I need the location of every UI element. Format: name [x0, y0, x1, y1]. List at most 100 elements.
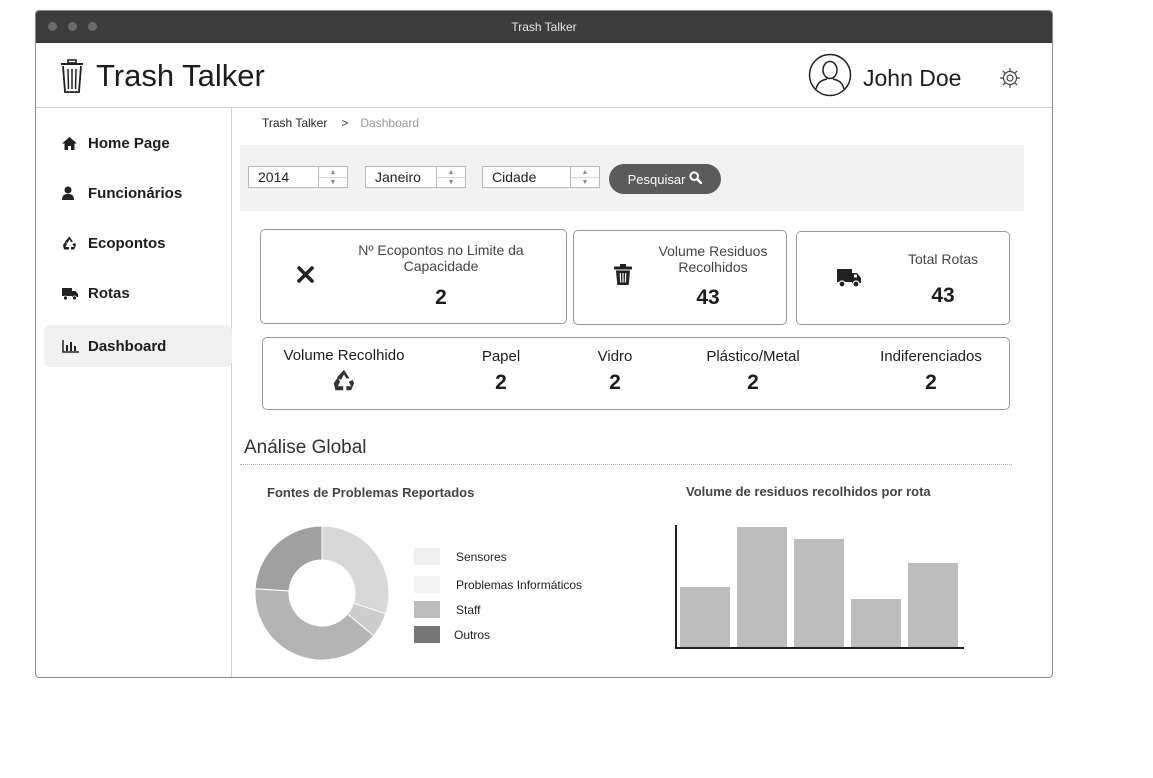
sidebar-item-home[interactable]: Home Page [44, 122, 232, 164]
legend-swatch [414, 601, 440, 618]
waste-indiferenciados: Indiferenciados 2 [861, 348, 1001, 395]
search-icon [689, 171, 703, 187]
gear-icon[interactable] [999, 67, 1021, 94]
user-icon [62, 186, 82, 200]
sidebar-item-funcionarios[interactable]: Funcionários [44, 172, 232, 214]
bar-chart-title: Volume de residuos recolhidos por rota [686, 484, 931, 499]
card-label: Total Rotas [907, 251, 979, 267]
legend-item-problemas-informaticos: Problemas Informáticos [414, 576, 582, 593]
breadcrumb-home[interactable]: Trash Talker [262, 116, 328, 130]
year-up-button[interactable]: ▲ [319, 167, 347, 178]
city-down-button[interactable]: ▼ [581, 178, 589, 186]
waste-vidro: Vidro 2 [565, 348, 665, 395]
recycle-icon [267, 369, 421, 396]
bar-1 [680, 587, 730, 647]
legend-swatch [414, 626, 440, 643]
card-ecopontos-capacity: Nº Ecopontos no Limite da Capacidade 2 [260, 229, 567, 324]
section-divider [240, 464, 1012, 465]
pie-chart-title: Fontes de Problemas Reportados [267, 485, 475, 500]
sidebar-item-dashboard[interactable]: Dashboard [44, 325, 232, 367]
city-up-button[interactable]: ▲ [571, 167, 599, 178]
legend-label: Outros [454, 627, 491, 642]
waste-value: 2 [747, 371, 759, 394]
sidebar-item-rotas[interactable]: Rotas [44, 272, 232, 314]
waste-label: Papel [481, 348, 521, 365]
legend-item-outros: Outros [414, 626, 490, 643]
title-bar: Trash Talker [36, 11, 1052, 43]
close-window-dot[interactable] [48, 22, 57, 31]
sidebar-item-label: Rotas [88, 284, 130, 302]
legend-item-sensores: Sensores [414, 548, 507, 565]
legend-label: Staff [456, 602, 481, 617]
waste-title: Volume Recolhido [283, 347, 405, 364]
month-stepper[interactable]: Janeiro ▲ ▼ [365, 166, 466, 188]
truck-icon [837, 268, 861, 293]
bar-2 [737, 527, 787, 647]
waste-label: Plástico/Metal [706, 348, 800, 365]
card-value: 43 [931, 284, 955, 307]
waste-label: Indiferenciados [880, 348, 982, 365]
waste-plastico-metal: Plástico/Metal 2 [683, 348, 823, 395]
waste-breakdown-card: Volume Recolhido Papel 2 Vidro 2 Plástic… [262, 337, 1010, 410]
legend-label: Problemas Informáticos [456, 577, 583, 592]
city-stepper[interactable]: Cidade ▲ ▼ [482, 166, 600, 188]
sidebar-item-label: Funcionários [88, 184, 183, 202]
recycle-icon [62, 236, 82, 250]
card-value: 2 [435, 286, 447, 309]
filter-bar: 2014 ▲ ▼ Janeiro ▲ ▼ Cidade ▲ ▼ Pesquisar [240, 145, 1024, 211]
minimize-window-dot[interactable] [68, 22, 77, 31]
pie-chart [254, 525, 390, 661]
app-header: Trash Talker John Doe [36, 43, 1052, 108]
trash-icon [60, 59, 84, 98]
sidebar-item-label: Dashboard [88, 337, 167, 355]
waste-label: Vidro [597, 348, 633, 365]
waste-papel: Papel 2 [451, 348, 551, 395]
card-label: Nº Ecopontos no Limite da Capacidade [358, 242, 524, 274]
waste-value: 2 [925, 371, 937, 394]
waste-title-column: Volume Recolhido [267, 347, 421, 396]
year-value: 2014 [258, 169, 290, 185]
legend-swatch [414, 548, 440, 565]
window-title: Trash Talker [511, 20, 577, 34]
bar-3 [794, 539, 844, 647]
trash-icon [614, 264, 632, 290]
legend-label: Sensores [456, 549, 507, 564]
user-name[interactable]: John Doe [863, 65, 962, 91]
app-name[interactable]: Trash Talker [96, 58, 265, 93]
pie-slice-staff [254, 588, 375, 661]
avatar[interactable] [808, 53, 852, 102]
legend-swatch [414, 576, 440, 593]
breadcrumb-separator: > [341, 116, 349, 130]
month-value: Janeiro [375, 169, 421, 185]
bar-chart [675, 525, 964, 649]
card-total-rotas: Total Rotas 43 [796, 231, 1010, 325]
month-down-button[interactable]: ▼ [447, 178, 455, 186]
maximize-window-dot[interactable] [88, 22, 97, 31]
sidebar-item-label: Home Page [88, 134, 170, 152]
bar-chart-icon [62, 339, 82, 353]
waste-value: 2 [609, 371, 621, 394]
legend-item-staff: Staff [414, 601, 480, 618]
pie-slice-outros [254, 525, 323, 592]
sidebar-item-label: Ecopontos [88, 234, 166, 252]
bar-4 [851, 599, 901, 647]
year-down-button[interactable]: ▼ [329, 178, 337, 186]
home-icon [62, 136, 82, 150]
search-button[interactable]: Pesquisar [609, 164, 721, 194]
close-icon [297, 266, 314, 288]
section-title: Análise Global [244, 437, 367, 458]
sidebar-item-ecopontos[interactable]: Ecopontos [44, 222, 232, 264]
pie-slice-sensores [321, 525, 390, 615]
search-button-label: Pesquisar [627, 171, 686, 187]
sidebar: Home Page Funcionários Ecopontos Rotas D… [36, 108, 232, 677]
city-value: Cidade [492, 169, 537, 185]
card-label: Volume Residuos Recolhidos [658, 243, 768, 275]
breadcrumb: Trash Talker > Dashboard [262, 116, 419, 130]
card-volume-residuos: Volume Residuos Recolhidos 43 [573, 230, 787, 325]
bar-5 [908, 563, 958, 647]
breadcrumb-current: Dashboard [360, 116, 420, 130]
year-stepper[interactable]: 2014 ▲ ▼ [248, 166, 348, 188]
truck-icon [62, 287, 82, 300]
month-up-button[interactable]: ▲ [437, 167, 465, 178]
waste-value: 2 [495, 371, 507, 394]
